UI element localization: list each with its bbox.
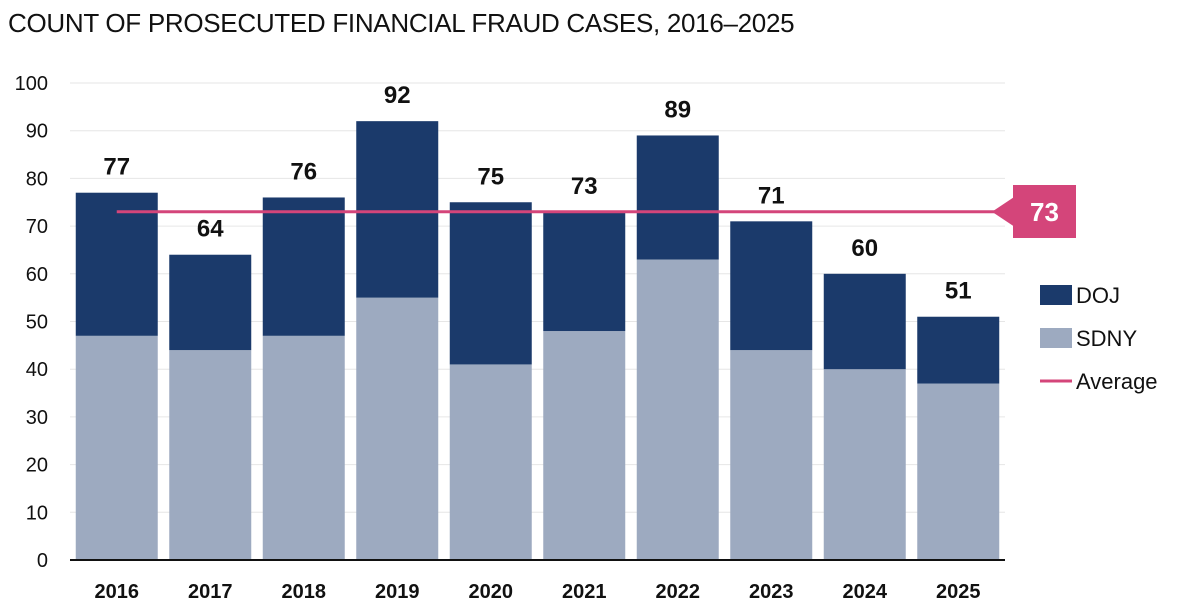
total-label-2021: 73 <box>571 173 598 200</box>
x-tick-label-2019: 2019 <box>375 581 420 603</box>
total-labels: 77 64 76 92 75 73 89 71 60 51 <box>103 82 971 305</box>
bar-sdny-2016 <box>75 335 158 560</box>
bar-doj-2023 <box>730 221 813 351</box>
bar-sdny-2023 <box>730 350 813 560</box>
y-tick-label-70: 70 <box>26 216 48 238</box>
legend-swatch-doj <box>1040 285 1072 305</box>
legend: DOJ SDNY Average <box>1040 283 1158 394</box>
bar-doj-2020 <box>449 202 532 365</box>
total-label-2017: 64 <box>197 216 224 243</box>
bar-doj-2016 <box>75 192 158 336</box>
bar-sdny-2020 <box>449 364 532 560</box>
bar-doj-2022 <box>636 135 719 260</box>
bar-sdny-2021 <box>543 331 626 560</box>
x-tick-label-2021: 2021 <box>562 581 607 603</box>
average-line-group: 73 <box>116 185 1076 238</box>
y-tick-label-0: 0 <box>37 550 48 572</box>
bar-doj-2019 <box>356 121 439 298</box>
bar-doj-2017 <box>169 254 252 351</box>
total-label-2025: 51 <box>945 278 972 305</box>
y-tick-label-40: 40 <box>26 359 48 381</box>
bar-sdny-2022 <box>636 259 719 560</box>
bar-doj-2024 <box>823 273 906 370</box>
chart-title: COUNT OF PROSECUTED FINANCIAL FRAUD CASE… <box>8 8 795 38</box>
y-tick-label-100: 100 <box>15 73 48 95</box>
bar-sdny-2018 <box>262 335 345 560</box>
bar-doj-2021 <box>543 211 626 332</box>
average-callout <box>992 185 1076 238</box>
total-label-2023: 71 <box>758 182 785 209</box>
x-tick-label-2016: 2016 <box>95 581 140 603</box>
bar-sdny-2019 <box>356 297 439 560</box>
total-label-2022: 89 <box>664 96 691 123</box>
bars <box>75 121 1000 560</box>
total-label-2024: 60 <box>851 235 878 262</box>
bar-sdny-2017 <box>169 350 252 560</box>
x-tick-label-2025: 2025 <box>936 581 981 603</box>
x-tick-label-2022: 2022 <box>656 581 701 603</box>
legend-swatch-sdny <box>1040 328 1072 348</box>
y-axis-ticks: 0 10 20 30 40 50 60 70 80 90 100 <box>15 73 48 572</box>
bar-doj-2025 <box>917 316 1000 384</box>
y-tick-label-90: 90 <box>26 121 48 143</box>
total-label-2018: 76 <box>290 158 317 185</box>
y-tick-label-30: 30 <box>26 407 48 429</box>
y-tick-label-80: 80 <box>26 168 48 190</box>
y-tick-label-10: 10 <box>26 502 48 524</box>
bar-sdny-2024 <box>823 369 906 560</box>
x-tick-label-2024: 2024 <box>843 581 888 603</box>
x-axis-ticks: 2016 2017 2018 2019 2020 2021 2022 2023 2024 2025 <box>95 581 981 603</box>
legend-label-average: Average <box>1076 369 1158 394</box>
bar-sdny-2025 <box>917 383 1000 560</box>
x-tick-label-2017: 2017 <box>188 581 233 603</box>
bar-doj-2018 <box>262 197 345 336</box>
legend-label-doj: DOJ <box>1076 283 1120 308</box>
total-label-2016: 77 <box>103 154 130 181</box>
legend-label-sdny: SDNY <box>1076 326 1137 351</box>
average-callout-label: 73 <box>1030 197 1059 227</box>
x-tick-label-2018: 2018 <box>282 581 327 603</box>
y-tick-label-20: 20 <box>26 455 48 477</box>
total-label-2020: 75 <box>477 163 504 190</box>
total-label-2019: 92 <box>384 82 411 109</box>
y-tick-label-50: 50 <box>26 312 48 334</box>
x-tick-label-2020: 2020 <box>469 581 514 603</box>
x-tick-label-2023: 2023 <box>749 581 794 603</box>
y-tick-label-60: 60 <box>26 264 48 286</box>
